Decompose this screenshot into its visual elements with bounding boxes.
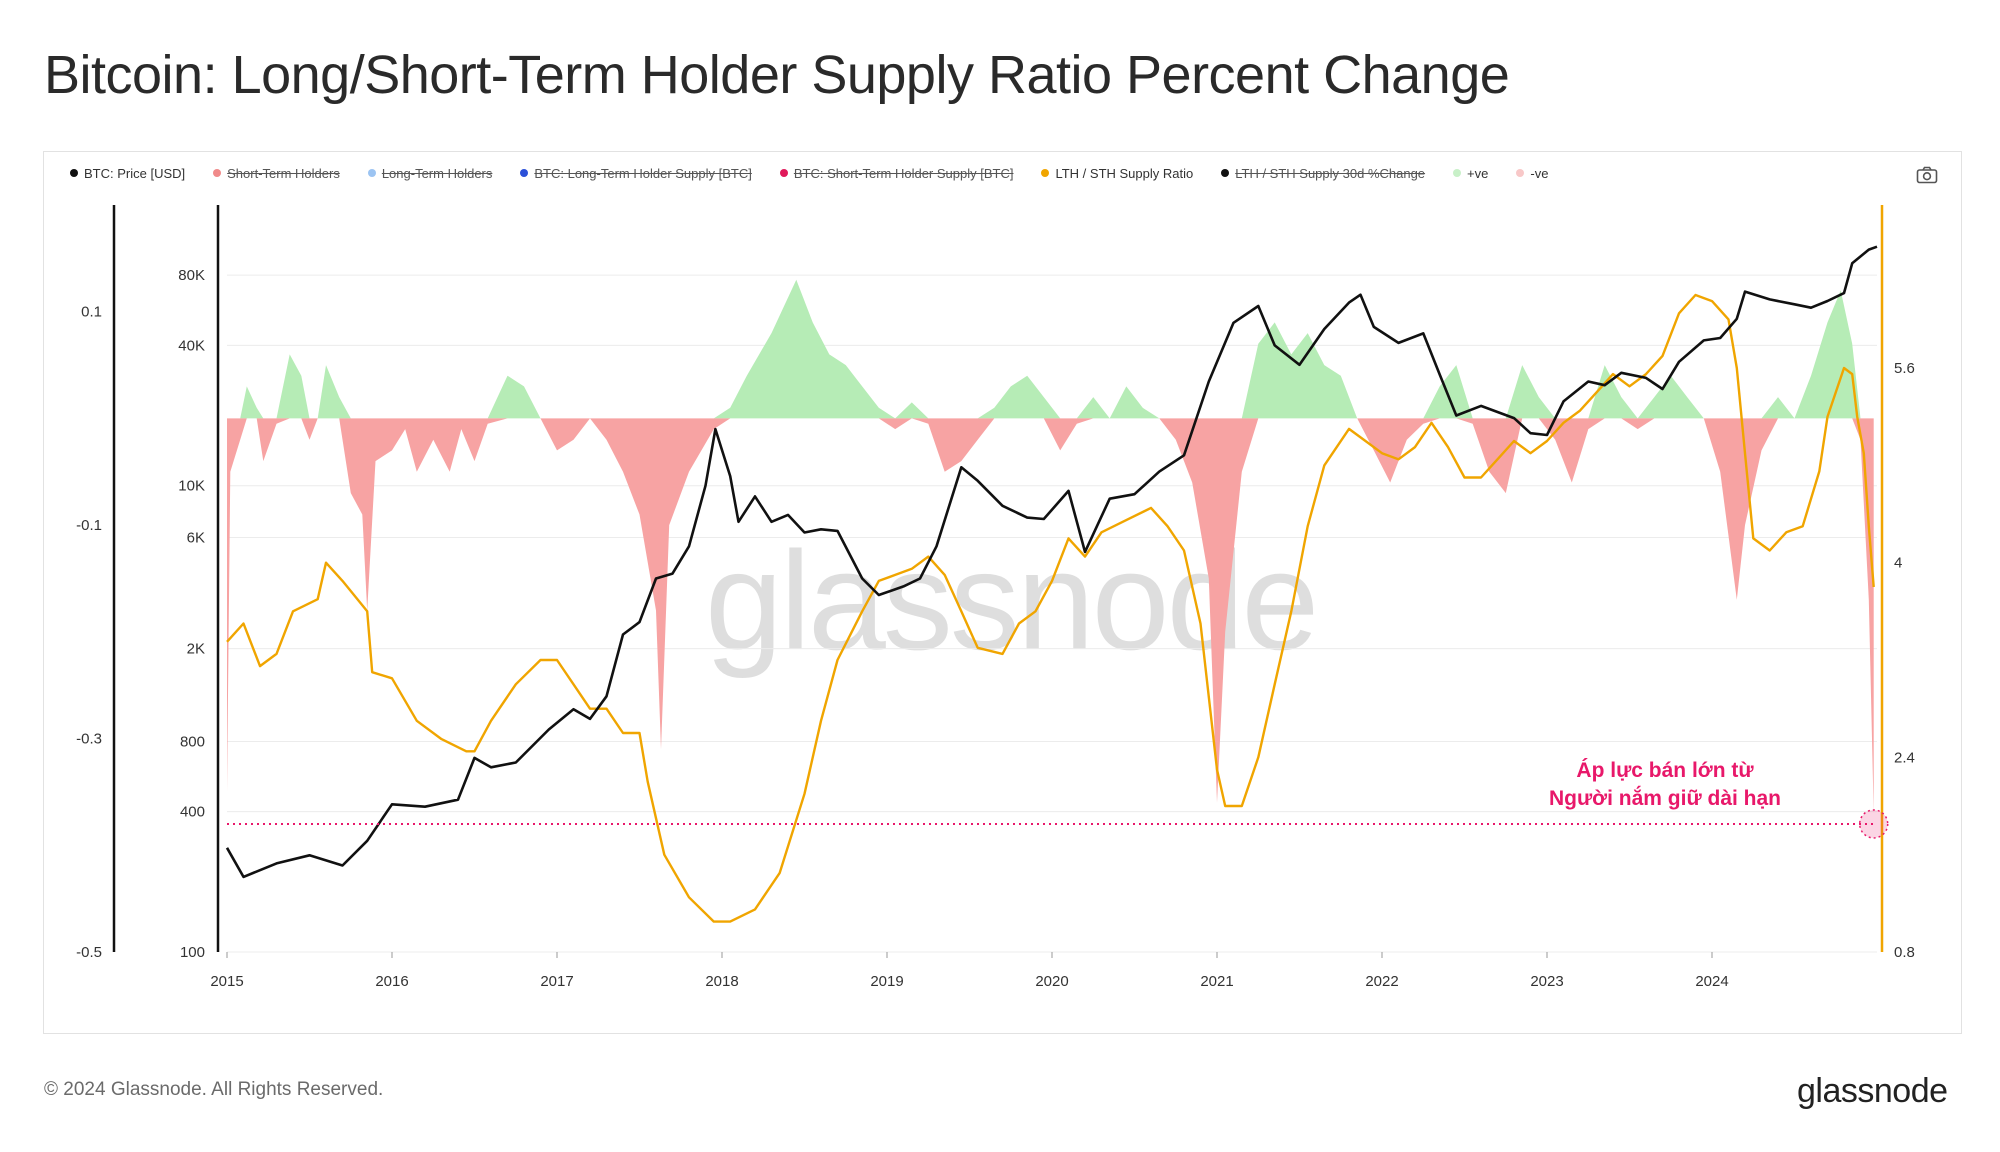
- pct-tick-label: 0.1: [81, 304, 102, 321]
- legend-item-lth-supply[interactable]: BTC: Long-Term Holder Supply [BTC]: [520, 165, 752, 181]
- price-line: [225, 245, 1878, 879]
- camera-icon[interactable]: [1916, 166, 1938, 184]
- legend-item-negative[interactable]: -ve: [1516, 166, 1548, 181]
- legend-item-lth[interactable]: Long-Term Holders: [367, 165, 493, 181]
- legend-label: BTC: Short-Term Holder Supply [BTC]: [793, 165, 1014, 181]
- x-tick-label: 2015: [210, 973, 243, 990]
- legend-item-sth-supply[interactable]: BTC: Short-Term Holder Supply [BTC]: [779, 165, 1014, 181]
- highlight-circle: [1858, 809, 1889, 839]
- legend-dot: [1041, 169, 1050, 177]
- price-tick-label: 40K: [178, 337, 205, 354]
- legend-item-pct-change[interactable]: LTH / STH Supply 30d %Change: [1221, 166, 1425, 181]
- legend-label: LTH / STH Supply Ratio: [1055, 165, 1194, 181]
- footer-logo: glassnode: [1797, 1072, 1948, 1110]
- legend-dot: [1516, 169, 1525, 177]
- legend-item-positive[interactable]: +ve: [1453, 166, 1488, 181]
- annotation-label: Áp lực bán lớn từ Người nắm giữ dài hạn: [1520, 757, 1810, 813]
- legend-dot: [367, 169, 376, 177]
- x-tick-label: 2022: [1365, 973, 1398, 990]
- x-tick-label: 2016: [375, 973, 408, 990]
- price-tick-label: 800: [180, 733, 205, 750]
- x-tick-label: 2020: [1035, 973, 1068, 990]
- ratio-line: [226, 293, 1875, 923]
- legend-item-sth[interactable]: Short-Term Holders: [213, 166, 340, 181]
- legend-item-btc-price[interactable]: BTC: Price [USD]: [70, 166, 185, 181]
- legend-label: Short-Term Holders: [227, 165, 340, 181]
- pct-tick-label: -0.3: [76, 731, 102, 748]
- legend-dot: [213, 169, 222, 177]
- legend-dot: [779, 169, 788, 177]
- legend-dot: [520, 169, 529, 177]
- legend-label: BTC: Long-Term Holder Supply [BTC]: [534, 165, 752, 181]
- legend-label: +ve: [1467, 165, 1489, 181]
- x-tick-label: 2023: [1530, 973, 1563, 990]
- pct-tick-label: -0.5: [76, 944, 102, 961]
- legend-label: Long-Term Holders: [381, 165, 493, 181]
- price-tick-label: 80K: [178, 267, 205, 284]
- legend-dot: [1221, 169, 1230, 177]
- annotation-line-2: Người nắm giữ dài hạn: [1548, 787, 1782, 810]
- x-tick-label: 2024: [1695, 973, 1728, 990]
- ratio-tick-label: 0.8: [1894, 944, 1915, 961]
- price-tick-label: 100: [180, 944, 205, 961]
- pct-tick-label: -0.1: [76, 517, 102, 534]
- annotation-line-1: Áp lực bán lớn từ: [1576, 759, 1754, 782]
- x-tick-label: 2021: [1200, 973, 1233, 990]
- legend-label: -ve: [1530, 165, 1549, 181]
- negative-area: [227, 418, 1874, 814]
- positive-area: [227, 279, 1874, 419]
- chart-legend: BTC: Price [USD] Short-Term Holders Long…: [70, 162, 1548, 184]
- legend-label: BTC: Price [USD]: [84, 165, 186, 181]
- legend-item-ratio[interactable]: LTH / STH Supply Ratio: [1041, 166, 1193, 181]
- ratio-tick-label: 2.4: [1894, 749, 1915, 766]
- footer-copyright: © 2024 Glassnode. All Rights Reserved.: [44, 1079, 384, 1100]
- legend-label: LTH / STH Supply 30d %Change: [1235, 165, 1426, 181]
- price-tick-label: 400: [180, 804, 205, 821]
- x-tick-label: 2017: [540, 973, 573, 990]
- x-tick-label: 2018: [705, 973, 738, 990]
- price-tick-label: 6K: [187, 529, 205, 546]
- legend-dot: [1453, 169, 1462, 177]
- price-tick-label: 10K: [178, 478, 205, 495]
- page-title: Bitcoin: Long/Short-Term Holder Supply R…: [44, 45, 1510, 105]
- x-tick-label: 2019: [870, 973, 903, 990]
- ratio-tick-label: 5.6: [1894, 360, 1915, 377]
- chart-panel: [43, 151, 1962, 1034]
- price-tick-label: 2K: [187, 641, 205, 658]
- legend-dot: [70, 169, 78, 177]
- ratio-tick-label: 4: [1894, 555, 1902, 572]
